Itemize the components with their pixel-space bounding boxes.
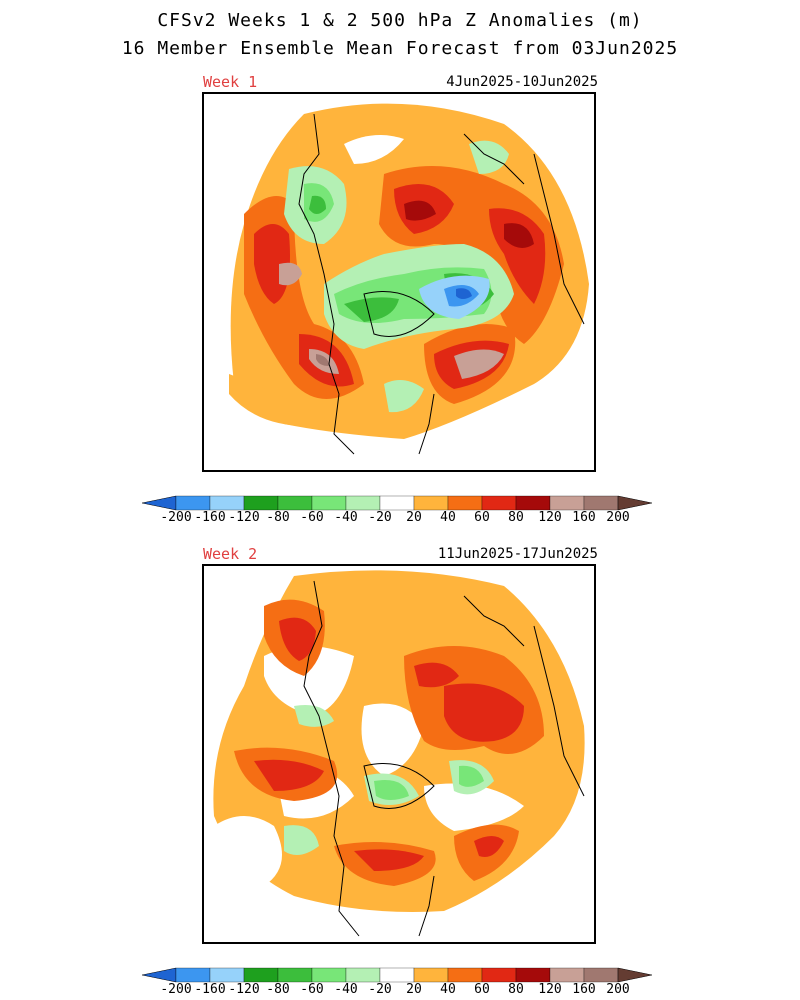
week2-anomaly-field: [213, 570, 585, 937]
colorbar-segment: [515, 495, 551, 511]
week1-colorbar-labels: -200 -160 -120 -80 -60 -40 -20 20 40 60 80 120 160 20…: [0, 510, 800, 528]
week2-colorbar: [142, 967, 653, 983]
colorbar-segment: [243, 967, 279, 983]
chart-title-line2: 16 Member Ensemble Mean Forecast from 03…: [121, 38, 679, 59]
week2-colorbar-labels: -200 -160 -120 -80 -60 -40 -20 20 40 60 80 120 160 20…: [0, 982, 800, 1000]
colorbar-segment: [243, 495, 279, 511]
colorbar-segment: [447, 967, 483, 983]
week1-colorbar-segments: [142, 495, 653, 511]
colorbar-tick-label: -80: [266, 982, 290, 997]
colorbar-segment: [345, 495, 381, 511]
week1-date-range: 4Jun2025-10Jun2025: [446, 74, 598, 90]
colorbar-segment: [379, 967, 415, 983]
colorbar-segment: [277, 495, 313, 511]
colorbar-tick-label: -80: [266, 510, 290, 525]
colorbar-segment: [311, 967, 347, 983]
week2-colorbar-segments: [142, 967, 653, 983]
colorbar-tick-label: 20: [406, 982, 422, 997]
colorbar-arrow-high: [617, 967, 653, 983]
colorbar-segment: [481, 495, 517, 511]
week1-map: [202, 92, 596, 472]
colorbar-tick-label: 160: [572, 982, 596, 997]
week2-label: Week 2: [203, 545, 258, 563]
colorbar-tick-label: -200: [160, 982, 192, 997]
colorbar-tick-label: -120: [228, 982, 260, 997]
colorbar-tick-label: -200: [160, 510, 192, 525]
colorbar-segment: [209, 967, 245, 983]
colorbar-tick-label: -60: [300, 510, 324, 525]
colorbar-arrow-high: [617, 495, 653, 511]
colorbar-tick-label: 80: [508, 510, 524, 525]
colorbar-tick-label: 60: [474, 982, 490, 997]
colorbar-arrow-low: [142, 495, 177, 511]
colorbar-tick-label: 20: [406, 510, 422, 525]
colorbar-tick-label: 40: [440, 510, 456, 525]
colorbar-segment: [311, 495, 347, 511]
colorbar-segment: [549, 967, 585, 983]
colorbar-tick-label: -40: [334, 510, 358, 525]
colorbar-segment: [549, 495, 585, 511]
colorbar-segment: [583, 495, 619, 511]
week2-map: [202, 564, 596, 944]
week1-anomaly-field: [229, 103, 589, 467]
week1-label: Week 1: [203, 73, 258, 91]
colorbar-tick-label: -40: [334, 982, 358, 997]
colorbar-tick-label: 200: [606, 510, 630, 525]
colorbar-segment: [447, 495, 483, 511]
colorbar-tick-label: -60: [300, 982, 324, 997]
chart-title-line1: CFSv2 Weeks 1 & 2 500 hPa Z Anomalies (m…: [157, 10, 643, 31]
week1-colorbar: [142, 495, 653, 511]
colorbar-segment: [583, 967, 619, 983]
colorbar-segment: [413, 495, 449, 511]
colorbar-segment: [379, 495, 415, 511]
colorbar-arrow-low: [142, 967, 177, 983]
colorbar-segment: [277, 967, 313, 983]
colorbar-tick-label: 120: [538, 510, 562, 525]
colorbar-tick-label: -20: [368, 982, 392, 997]
colorbar-segment: [413, 967, 449, 983]
colorbar-tick-label: 120: [538, 982, 562, 997]
colorbar-tick-label: 200: [606, 982, 630, 997]
colorbar-tick-label: -120: [228, 510, 260, 525]
colorbar-tick-label: -160: [194, 510, 226, 525]
colorbar-segment: [515, 967, 551, 983]
colorbar-segment: [209, 495, 245, 511]
colorbar-segment: [175, 967, 211, 983]
colorbar-tick-label: 160: [572, 510, 596, 525]
colorbar-segment: [481, 967, 517, 983]
colorbar-tick-label: -160: [194, 982, 226, 997]
colorbar-segment: [175, 495, 211, 511]
colorbar-tick-label: 60: [474, 510, 490, 525]
colorbar-segment: [345, 967, 381, 983]
colorbar-tick-label: -20: [368, 510, 392, 525]
colorbar-tick-label: 40: [440, 982, 456, 997]
week2-date-range: 11Jun2025-17Jun2025: [437, 546, 598, 562]
colorbar-tick-label: 80: [508, 982, 524, 997]
